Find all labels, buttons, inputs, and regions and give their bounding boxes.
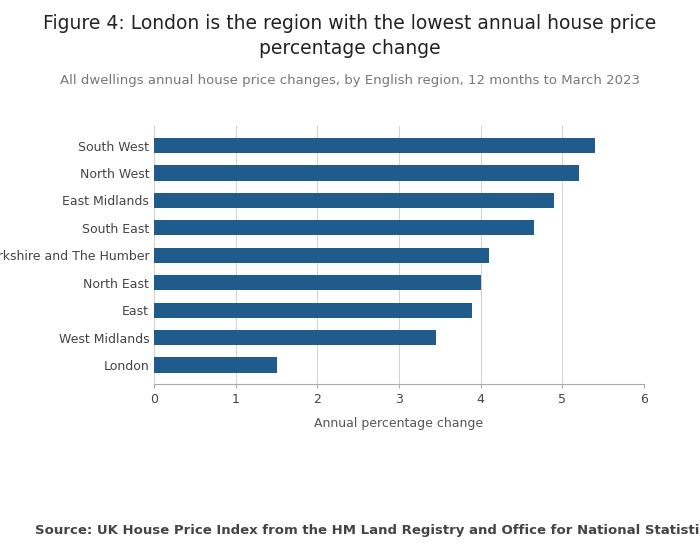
Bar (154, 165, 579, 181)
Bar (154, 138, 595, 153)
Bar (154, 275, 481, 290)
Bar (154, 193, 554, 208)
Bar (154, 330, 435, 345)
Bar (154, 220, 533, 236)
Text: All dwellings annual house price changes, by English region, 12 months to March : All dwellings annual house price changes… (60, 74, 640, 87)
Bar (154, 357, 276, 373)
Text: Source: UK House Price Index from the HM Land Registry and Office for National S: Source: UK House Price Index from the HM… (35, 524, 700, 537)
Bar (154, 302, 473, 318)
Text: Figure 4: London is the region with the lowest annual house price
percentage cha: Figure 4: London is the region with the … (43, 14, 657, 58)
Bar (154, 248, 489, 263)
X-axis label: Annual percentage change: Annual percentage change (314, 417, 484, 430)
